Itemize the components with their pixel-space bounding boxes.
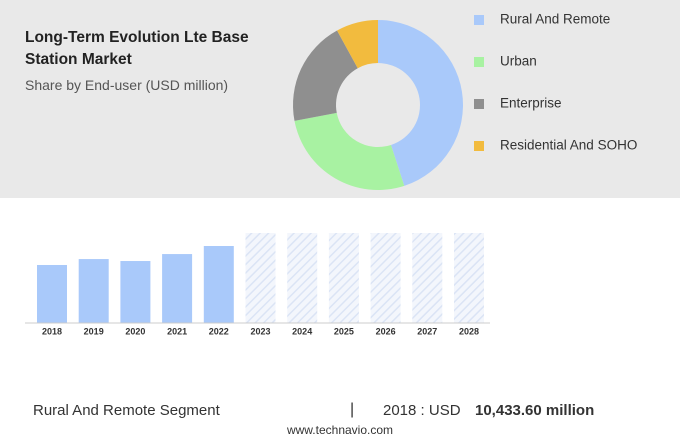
x-tick-label: 2022: [209, 326, 229, 336]
footer-separator: |: [350, 401, 354, 418]
legend-swatch: [474, 57, 484, 67]
footer-source: www.technavio.com: [286, 423, 393, 437]
legend-label: Urban: [500, 54, 537, 69]
bar: [162, 254, 193, 323]
legend-swatch: [474, 141, 484, 151]
x-tick-label: 2020: [125, 326, 145, 336]
bar: [78, 259, 109, 323]
x-tick-label: 2018: [42, 326, 62, 336]
forecast-placeholder: [370, 233, 401, 323]
x-tick-label: 2027: [417, 326, 437, 336]
footer-year: 2018 : USD: [383, 402, 461, 419]
x-tick-label: 2021: [167, 326, 187, 336]
legend-label: Rural And Remote: [500, 12, 610, 27]
forecast-placeholder: [454, 233, 484, 323]
legend-swatch: [474, 99, 484, 109]
donut-slice: [378, 20, 463, 186]
bar: [37, 264, 67, 323]
legend-label: Enterprise: [500, 96, 562, 111]
forecast-placeholder: [245, 233, 276, 323]
legend-label: Residential And SOHO: [500, 138, 637, 153]
chart-subtitle: Share by End-user (USD million): [25, 77, 229, 93]
x-tick-label: 2026: [376, 326, 396, 336]
x-tick-label: 2025: [334, 326, 354, 336]
forecast-placeholder: [328, 233, 359, 323]
bar: [203, 246, 234, 323]
legend-swatch: [474, 15, 484, 25]
footer-segment: Rural And Remote Segment: [33, 402, 221, 419]
donut-slice: [292, 30, 358, 121]
x-tick-label: 2028: [459, 326, 479, 336]
donut-slice: [337, 20, 378, 69]
forecast-placeholder: [287, 233, 318, 323]
chart-title: Long-Term Evolution Lte Base Station Mar…: [25, 29, 249, 68]
forecast-placeholder: [412, 233, 443, 323]
x-tick-label: 2019: [84, 326, 104, 336]
donut-slice: [294, 112, 405, 190]
x-tick-label: 2023: [250, 326, 270, 336]
bar: [120, 261, 151, 323]
footer-value: 10,433.60 million: [475, 402, 594, 419]
x-tick-label: 2024: [292, 326, 312, 336]
